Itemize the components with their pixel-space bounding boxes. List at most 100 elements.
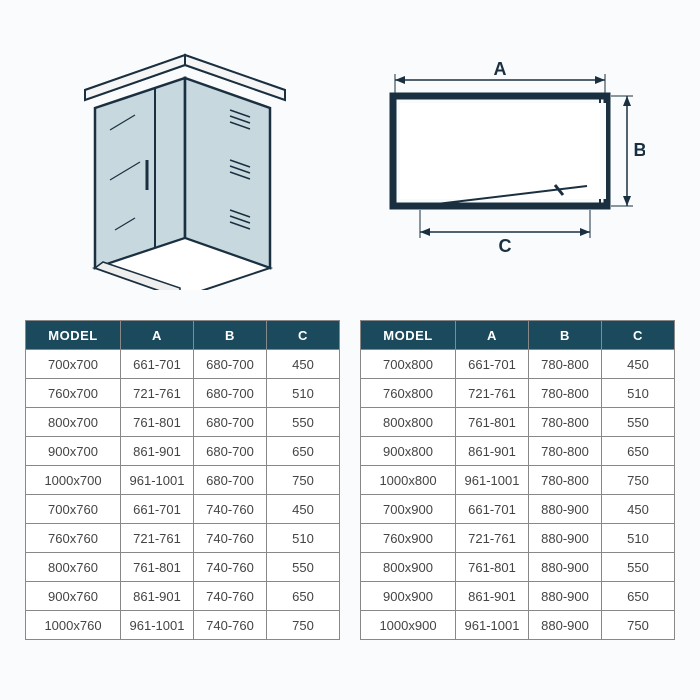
diagrams-row: A B	[25, 20, 675, 300]
table-cell: 650	[267, 582, 340, 611]
table-cell: 1000x760	[26, 611, 121, 640]
table-row: 800x900761-801880-900550	[361, 553, 675, 582]
table-cell: 650	[267, 437, 340, 466]
table-cell: 780-800	[529, 466, 602, 495]
table-cell: 880-900	[529, 611, 602, 640]
table-cell: 800x760	[26, 553, 121, 582]
table-cell: 761-801	[456, 408, 529, 437]
table-cell: 961-1001	[456, 466, 529, 495]
plan-diagram: A B	[365, 60, 645, 260]
table-cell: 1000x800	[361, 466, 456, 495]
table-row: 760x700721-761680-700510	[26, 379, 340, 408]
spec-table-left: MODEL A B C 700x700661-701680-700450760x…	[25, 320, 340, 640]
table-header-row: MODEL A B C	[361, 321, 675, 350]
table-cell: 760x760	[26, 524, 121, 553]
isometric-diagram	[55, 30, 295, 290]
table-cell: 740-760	[194, 553, 267, 582]
table-cell: 900x760	[26, 582, 121, 611]
table-cell: 510	[602, 379, 675, 408]
table-cell: 680-700	[194, 379, 267, 408]
table-cell: 450	[267, 495, 340, 524]
table-row: 1000x760961-1001740-760750	[26, 611, 340, 640]
table-cell: 661-701	[456, 495, 529, 524]
table-cell: 700x760	[26, 495, 121, 524]
table-cell: 680-700	[194, 466, 267, 495]
table-cell: 510	[267, 379, 340, 408]
table-cell: 780-800	[529, 437, 602, 466]
table-cell: 861-901	[121, 582, 194, 611]
col-header: MODEL	[361, 321, 456, 350]
table-cell: 800x700	[26, 408, 121, 437]
table-cell: 721-761	[456, 379, 529, 408]
table-cell: 740-760	[194, 582, 267, 611]
table-cell: 760x900	[361, 524, 456, 553]
table-cell: 750	[602, 611, 675, 640]
table-row: 700x760661-701740-760450	[26, 495, 340, 524]
table-cell: 880-900	[529, 495, 602, 524]
table-cell: 450	[267, 350, 340, 379]
table-cell: 880-900	[529, 582, 602, 611]
dim-label-a: A	[494, 60, 507, 79]
table-row: 760x760721-761740-760510	[26, 524, 340, 553]
table-cell: 721-761	[456, 524, 529, 553]
table-cell: 961-1001	[456, 611, 529, 640]
table-cell: 550	[602, 553, 675, 582]
table-cell: 680-700	[194, 437, 267, 466]
tables-container: MODEL A B C 700x700661-701680-700450760x…	[25, 320, 675, 640]
table-cell: 450	[602, 495, 675, 524]
table-cell: 1000x700	[26, 466, 121, 495]
table-cell: 721-761	[121, 379, 194, 408]
col-header: A	[121, 321, 194, 350]
col-header: C	[267, 321, 340, 350]
table-cell: 761-801	[121, 408, 194, 437]
table-cell: 761-801	[456, 553, 529, 582]
table-row: 700x900661-701880-900450	[361, 495, 675, 524]
table-cell: 1000x900	[361, 611, 456, 640]
table-cell: 550	[267, 553, 340, 582]
table-cell: 740-760	[194, 495, 267, 524]
table-cell: 450	[602, 350, 675, 379]
table-cell: 880-900	[529, 553, 602, 582]
table-row: 900x900861-901880-900650	[361, 582, 675, 611]
table-cell: 961-1001	[121, 611, 194, 640]
table-cell: 760x700	[26, 379, 121, 408]
table-cell: 650	[602, 582, 675, 611]
table-row: 760x800721-761780-800510	[361, 379, 675, 408]
table-cell: 780-800	[529, 408, 602, 437]
table-cell: 760x800	[361, 379, 456, 408]
table-row: 900x760861-901740-760650	[26, 582, 340, 611]
table-row: 900x700861-901680-700650	[26, 437, 340, 466]
table-cell: 700x800	[361, 350, 456, 379]
table-cell: 861-901	[121, 437, 194, 466]
table-row: 900x800861-901780-800650	[361, 437, 675, 466]
table-cell: 661-701	[121, 495, 194, 524]
table-cell: 800x800	[361, 408, 456, 437]
table-cell: 780-800	[529, 379, 602, 408]
table-cell: 900x900	[361, 582, 456, 611]
table-row: 800x800761-801780-800550	[361, 408, 675, 437]
table-cell: 961-1001	[121, 466, 194, 495]
table-row: 760x900721-761880-900510	[361, 524, 675, 553]
table-cell: 750	[267, 611, 340, 640]
table-cell: 661-701	[121, 350, 194, 379]
spec-table-right: MODEL A B C 700x800661-701780-800450760x…	[360, 320, 675, 640]
table-cell: 680-700	[194, 408, 267, 437]
table-row: 1000x800961-1001780-800750	[361, 466, 675, 495]
table-cell: 750	[267, 466, 340, 495]
table-row: 700x700661-701680-700450	[26, 350, 340, 379]
table-cell: 721-761	[121, 524, 194, 553]
table-cell: 761-801	[121, 553, 194, 582]
table-cell: 780-800	[529, 350, 602, 379]
table-cell: 650	[602, 437, 675, 466]
col-header: B	[194, 321, 267, 350]
table-row: 1000x900961-1001880-900750	[361, 611, 675, 640]
table-row: 1000x700961-1001680-700750	[26, 466, 340, 495]
table-cell: 550	[602, 408, 675, 437]
table-cell: 510	[267, 524, 340, 553]
col-header: C	[602, 321, 675, 350]
table-row: 800x700761-801680-700550	[26, 408, 340, 437]
table-cell: 680-700	[194, 350, 267, 379]
table-cell: 880-900	[529, 524, 602, 553]
table-cell: 800x900	[361, 553, 456, 582]
table-cell: 510	[602, 524, 675, 553]
